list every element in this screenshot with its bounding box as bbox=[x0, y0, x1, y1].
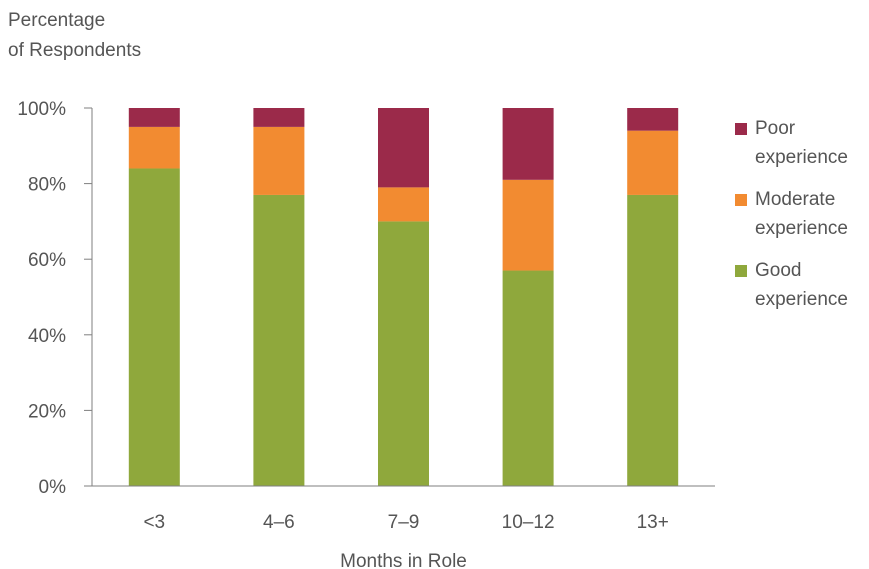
legend-swatch-moderate bbox=[735, 194, 747, 206]
x-axis-title: Months in Role bbox=[340, 551, 467, 569]
y-axis-title-line-2: of Respondents bbox=[8, 40, 142, 61]
y-tick-label: 40% bbox=[28, 326, 66, 347]
bar-segment bbox=[378, 187, 429, 222]
bar-segment bbox=[627, 108, 679, 131]
x-tick-label: 7–9 bbox=[388, 512, 420, 533]
y-axis-title-line-1: Percentage bbox=[8, 10, 106, 31]
bar-segment bbox=[378, 221, 429, 486]
bar-segment bbox=[627, 194, 679, 486]
legend-item-good: Good experience bbox=[735, 256, 865, 314]
y-axis-title: Percentage of Respondents bbox=[8, 6, 141, 66]
x-tick-label: 10–12 bbox=[502, 512, 555, 533]
y-tick-label: 80% bbox=[28, 175, 66, 196]
bar-segment bbox=[502, 108, 554, 180]
legend-swatch-good bbox=[735, 265, 747, 277]
bar-segment bbox=[128, 168, 180, 487]
x-tick-label: 4–6 bbox=[263, 512, 295, 533]
bar-segment bbox=[502, 179, 554, 271]
legend-item-moderate: Moderate experience bbox=[735, 185, 865, 243]
bar-segment bbox=[627, 130, 679, 195]
legend-label-good-line-2: experience bbox=[755, 289, 848, 310]
bar-segment bbox=[378, 108, 429, 188]
y-tick-label: 0% bbox=[39, 477, 67, 498]
legend-swatch-poor bbox=[735, 123, 747, 135]
y-tick-label: 20% bbox=[28, 401, 66, 422]
bar-segment bbox=[253, 126, 305, 195]
legend-label-moderate-line-2: experience bbox=[755, 218, 848, 239]
legend-label-moderate-line-1: Moderate bbox=[755, 189, 836, 210]
legend-label-good-line-1: Good bbox=[755, 260, 802, 281]
bar-segment bbox=[128, 108, 180, 127]
y-tick-label: 100% bbox=[17, 99, 66, 120]
bar-segment bbox=[128, 126, 180, 169]
legend-item-poor: Poor experience bbox=[735, 114, 865, 172]
bar-segment bbox=[502, 270, 554, 486]
bar-segment bbox=[253, 194, 305, 486]
bar-segment bbox=[253, 108, 305, 127]
x-tick-label: <3 bbox=[143, 512, 165, 533]
x-tick-label: 13+ bbox=[637, 512, 669, 533]
y-tick-label: 60% bbox=[28, 250, 66, 271]
legend-label-poor-line-1: Poor bbox=[755, 118, 796, 139]
legend: Poor experience Moderate experience Good… bbox=[735, 114, 865, 327]
legend-label-poor-line-2: experience bbox=[755, 147, 848, 168]
